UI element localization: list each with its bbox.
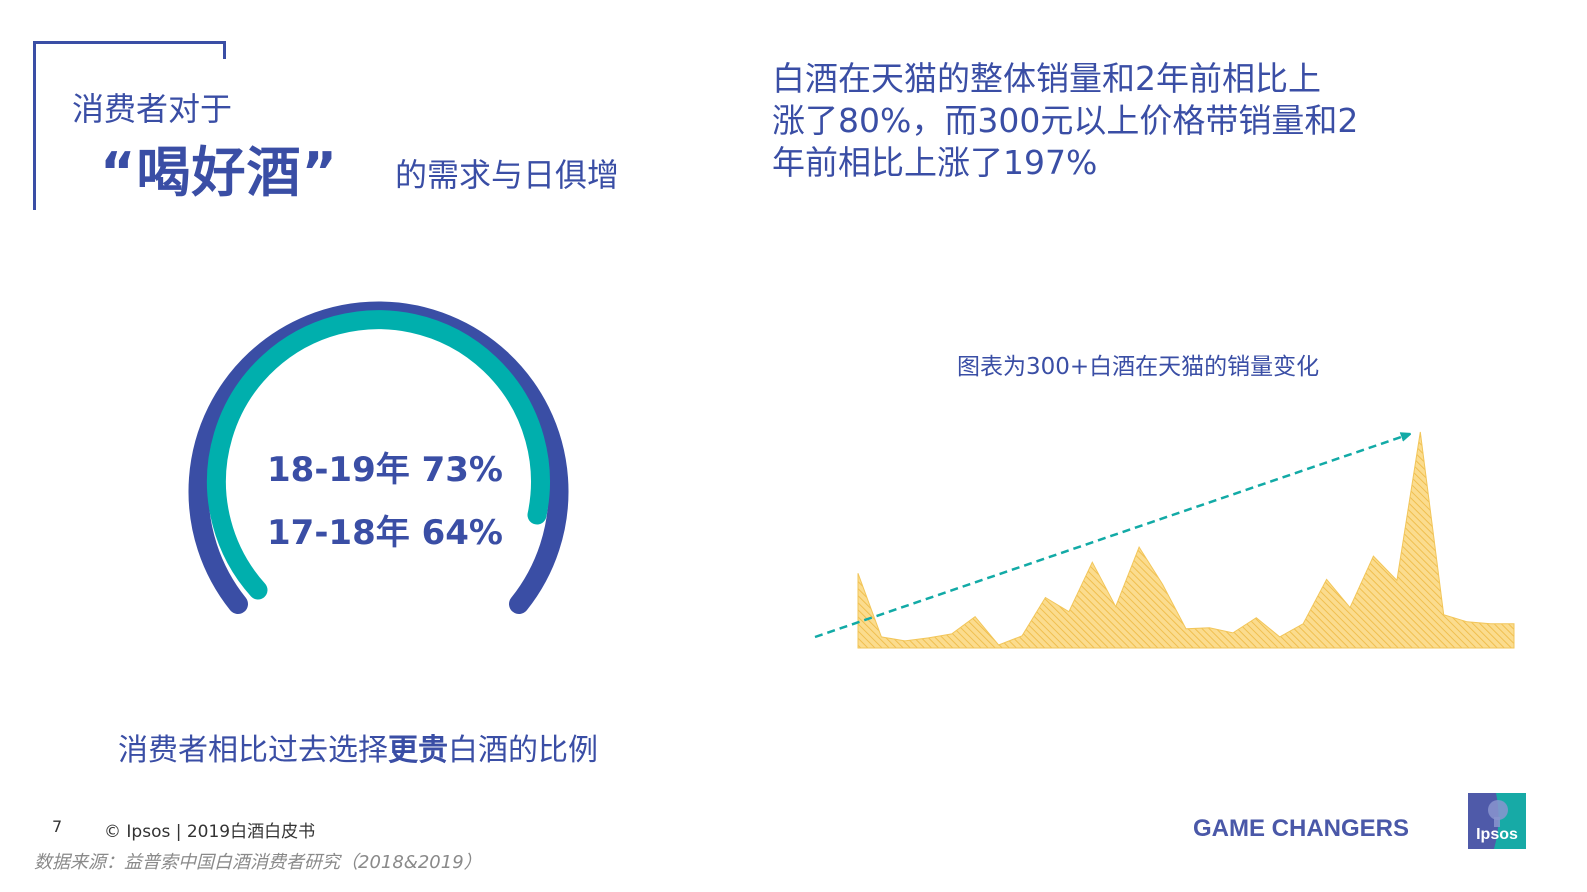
logo-text: Ipsos bbox=[1476, 826, 1518, 843]
data-source: 数据来源：益普索中国白酒消费者研究（2018&2019） bbox=[34, 852, 482, 873]
title-bracket-tick bbox=[223, 41, 226, 59]
chart-title: 图表为300+白酒在天猫的销量变化 bbox=[957, 354, 1320, 380]
gauge-label-2018: 17-18年 64% bbox=[267, 513, 503, 553]
title-highlight: “喝好酒” bbox=[100, 141, 338, 204]
page-number: 7 bbox=[52, 817, 63, 836]
caption-bold: 更贵 bbox=[388, 733, 448, 768]
sales-area bbox=[857, 431, 1515, 649]
gauge-inner-arc bbox=[206, 310, 550, 600]
ipsos-logo: Ipsos bbox=[1468, 793, 1526, 849]
trend-arrow bbox=[814, 435, 1407, 639]
caption-prefix: 消费者相比过去选择 bbox=[118, 733, 388, 768]
head-silhouette-icon bbox=[1488, 800, 1508, 820]
gauge-caption: 消费者相比过去选择更贵白酒的比例 bbox=[118, 725, 598, 769]
headline-line: 年前相比上涨了197% bbox=[772, 143, 1098, 182]
copyright: © Ipsos | 2019白酒白皮书 bbox=[104, 822, 316, 842]
area-chart bbox=[814, 431, 1515, 649]
headline-line: 涨了80%，而300元以上价格带销量和2 bbox=[772, 101, 1359, 140]
headline-line: 白酒在天猫的整体销量和2年前相比上 bbox=[772, 59, 1321, 98]
headline: 白酒在天猫的整体销量和2年前相比上 涨了80%，而300元以上价格带销量和2 年… bbox=[772, 58, 1412, 184]
gauge-label-2019: 18-19年 73% bbox=[267, 450, 503, 490]
title-line-1: 消费者对于 bbox=[72, 90, 233, 128]
title-line-3: 的需求与日俱增 bbox=[395, 156, 620, 194]
tagline: GAME CHANGERS bbox=[1193, 815, 1410, 842]
title-bracket bbox=[33, 41, 226, 210]
gauge-chart bbox=[188, 301, 569, 614]
caption-suffix: 白酒的比例 bbox=[448, 733, 598, 768]
